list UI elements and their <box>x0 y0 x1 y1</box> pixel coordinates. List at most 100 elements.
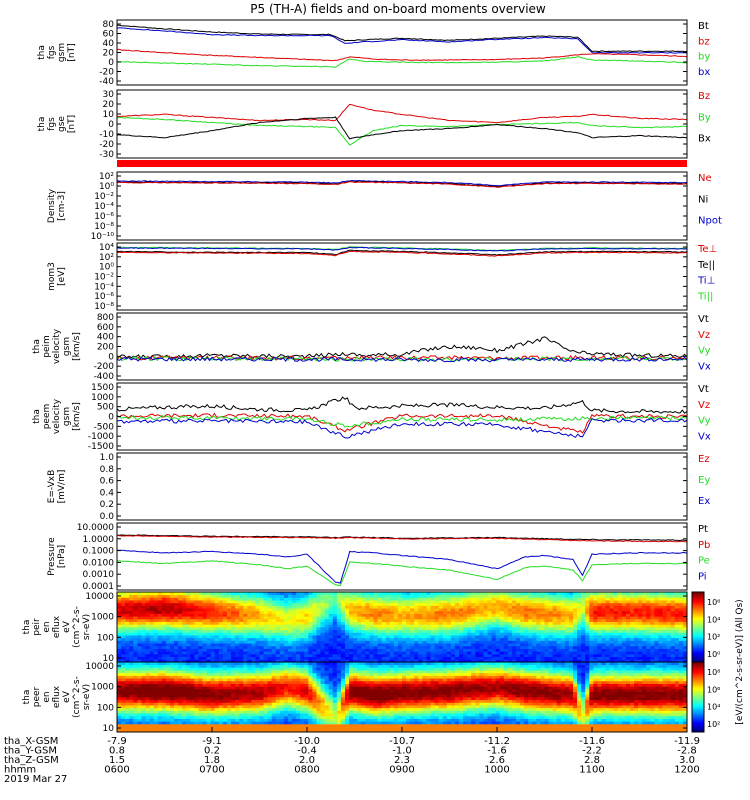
spectrogram-cell <box>296 648 301 652</box>
spectrogram-cell <box>548 602 554 606</box>
spectrogram-cell <box>471 597 476 601</box>
spectrogram-cell <box>613 643 619 647</box>
spectrogram-cell <box>133 653 138 658</box>
spectrogram-cell <box>646 618 651 623</box>
spectrogram-cell <box>292 645 297 649</box>
spectrogram-cell <box>471 629 476 633</box>
spectrogram-cell <box>169 616 175 620</box>
spectrogram-cell <box>658 608 663 612</box>
spectrogram-cell <box>617 645 623 649</box>
spectrogram-cell <box>267 648 273 652</box>
spectrogram-cell <box>133 616 138 620</box>
spectrogram-cell <box>581 648 586 652</box>
spectrogram-cell <box>438 629 444 633</box>
spectrogram-cell <box>263 675 269 679</box>
spectrogram-cell <box>165 640 171 644</box>
spectrogram-cell <box>161 648 167 652</box>
spectrogram-cell <box>414 656 419 660</box>
spectrogram-cell <box>125 629 130 633</box>
spectrogram-cell <box>544 645 549 649</box>
spectrogram-cell <box>638 618 643 623</box>
spectrogram-cell <box>336 635 342 639</box>
spectrogram-cell <box>165 667 171 671</box>
spectrogram-cell <box>283 645 289 649</box>
spectrogram-cell <box>255 602 260 606</box>
spectrogram-cell <box>520 602 525 606</box>
spectrogram-cell <box>202 605 207 609</box>
spectrogram-cell <box>308 659 313 663</box>
spectrogram-cell <box>609 656 615 660</box>
spectrogram-cell <box>133 613 138 617</box>
spectrogram-cell <box>365 637 370 641</box>
spectrogram-cell <box>426 645 431 649</box>
spectrogram-cell <box>210 670 216 674</box>
spectrogram-cell <box>259 662 264 666</box>
spectrogram-cell <box>332 627 338 631</box>
spectrogram-cell <box>658 602 663 606</box>
spectrogram-cell <box>263 713 269 717</box>
spectrogram-cell <box>231 608 236 612</box>
spectrogram-cell <box>125 721 130 725</box>
spectrogram-cell <box>532 659 537 663</box>
spectrogram-cell <box>149 697 155 701</box>
spectrogram-cell <box>267 659 273 663</box>
spectrogram-cell <box>259 667 264 671</box>
spectrogram-cell <box>145 618 150 623</box>
spectrogram-cell <box>178 627 183 631</box>
spectrogram-cell <box>625 624 631 628</box>
legend-entry: Bz <box>698 91 710 102</box>
spectrogram-cell <box>674 618 680 623</box>
spectrogram-cell <box>169 624 175 628</box>
spectrogram-cell <box>316 627 321 631</box>
spectrogram-cell <box>621 653 627 658</box>
spectrogram-cell <box>174 662 179 666</box>
spectrogram-cell <box>117 718 122 722</box>
spectrogram-cell <box>625 629 631 633</box>
spectrogram-cell <box>235 723 240 728</box>
spectrogram-cell <box>532 621 537 625</box>
spectrogram-cell <box>210 624 216 628</box>
spectrogram-cell <box>129 613 134 617</box>
spectrogram-cell <box>442 635 448 639</box>
spectrogram-cell <box>442 613 448 617</box>
spectrogram-cell <box>206 680 212 684</box>
spectrogram-cell <box>210 656 216 660</box>
spectrogram-cell <box>532 602 537 606</box>
spectrogram-cell <box>275 605 281 609</box>
spectrogram-cell <box>186 616 191 620</box>
spectrogram-cell <box>585 632 590 636</box>
spectrogram-cell <box>239 683 244 687</box>
spectrogram-cell <box>483 653 488 658</box>
spectrogram-cell <box>198 686 203 690</box>
spectrogram-cell <box>340 656 346 660</box>
spectrogram-cell <box>503 656 509 660</box>
spectrogram-cell <box>597 627 602 631</box>
spectrogram-cell <box>589 629 594 633</box>
spectrogram-cell <box>581 610 586 614</box>
spectrogram-cell <box>674 635 680 639</box>
spectrogram-cell <box>373 637 378 641</box>
spectrogram-cell <box>243 616 248 620</box>
spectrogram-cell <box>402 643 407 647</box>
spectrogram-cell <box>568 592 574 596</box>
spectrogram-cell <box>157 648 163 652</box>
spectrogram-cell <box>137 697 142 701</box>
spectrogram-cell <box>117 678 122 682</box>
spectrogram-cell <box>385 645 391 649</box>
spectrogram-cell <box>650 608 655 612</box>
spectrogram-cell <box>149 610 155 614</box>
spectrogram-cell <box>137 688 142 693</box>
spectrogram-cell <box>454 640 460 644</box>
spectrogram-cell <box>279 656 285 660</box>
spectrogram-cell <box>243 624 248 628</box>
spectrogram-cell <box>463 597 468 601</box>
spectrogram-cell <box>450 618 456 623</box>
spectrogram-cell <box>349 648 354 652</box>
spectrogram-cell <box>117 627 122 631</box>
spectrogram-cell <box>491 648 497 652</box>
spectrogram-cell <box>186 659 191 663</box>
spectrogram-cell <box>650 653 655 658</box>
spectrogram-cell <box>165 715 171 719</box>
spectrogram-cell <box>247 702 252 706</box>
spectrogram-cell <box>121 697 126 701</box>
